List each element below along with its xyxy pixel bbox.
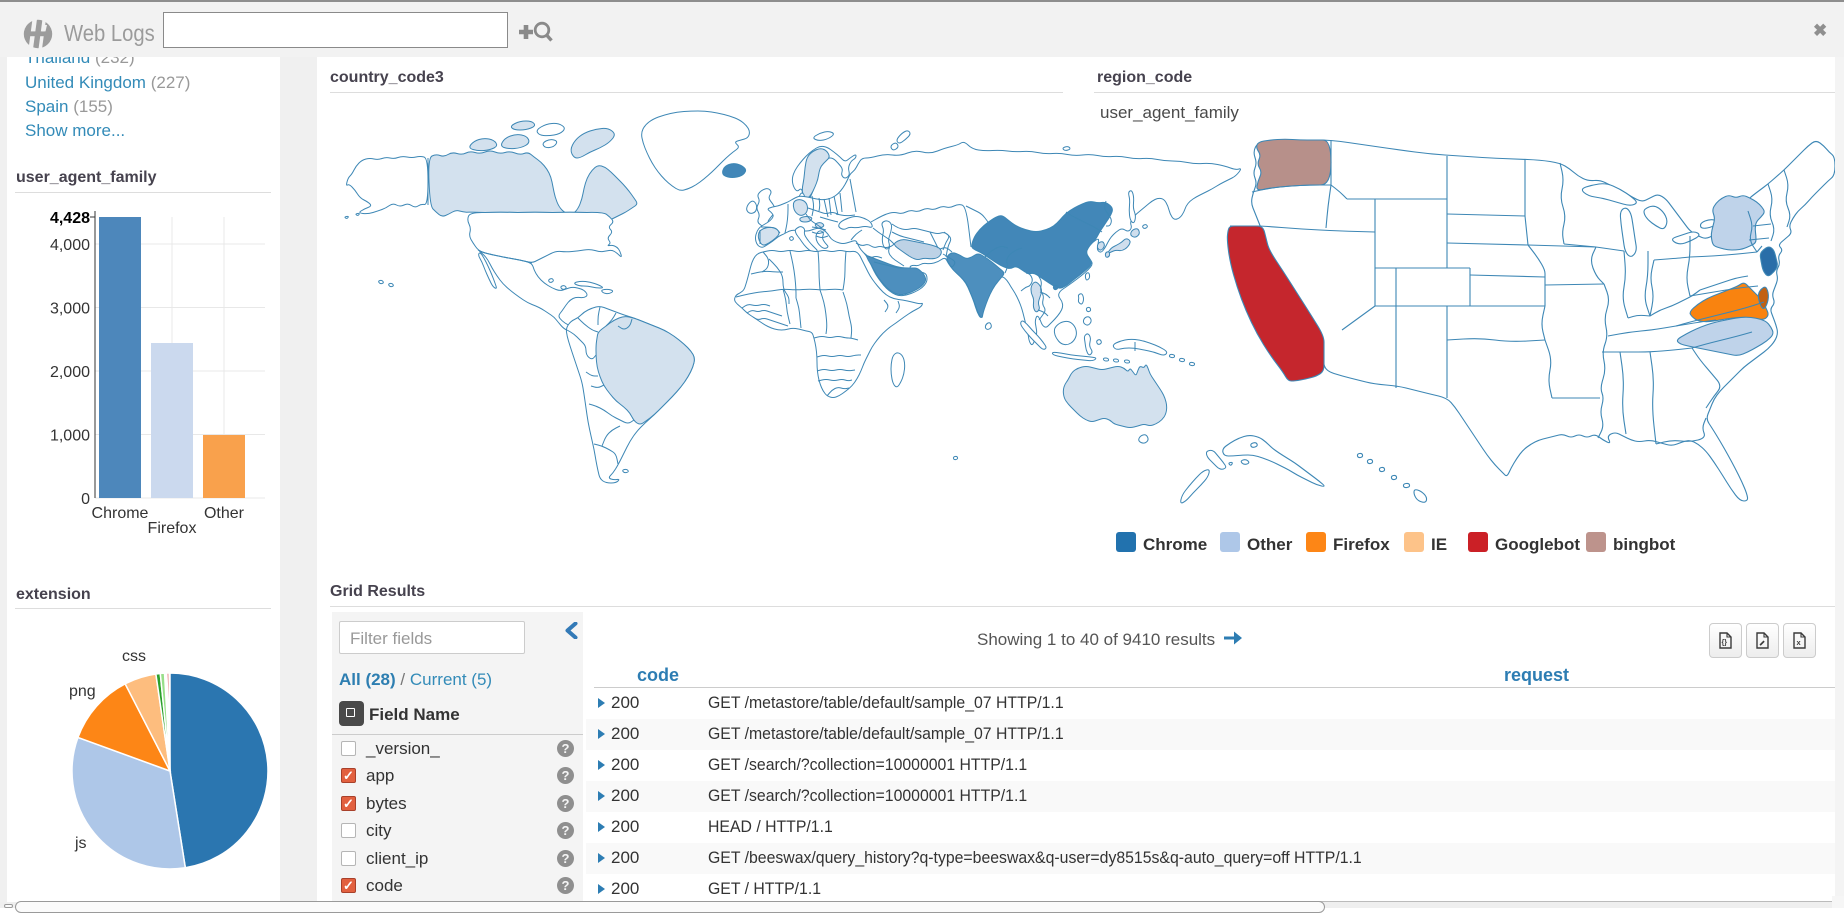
svg-text:3,000: 3,000 <box>50 301 90 318</box>
svg-text:css: css <box>122 648 146 665</box>
svg-text:4,000: 4,000 <box>50 237 90 254</box>
svg-text:png: png <box>69 683 96 700</box>
svg-text:js: js <box>74 835 87 852</box>
svg-text:Chrome: Chrome <box>92 505 149 522</box>
svg-text:4,428: 4,428 <box>50 210 90 227</box>
svg-text:Firefox: Firefox <box>148 520 197 537</box>
svg-text:Other: Other <box>204 505 245 522</box>
svg-text:2,000: 2,000 <box>50 364 90 381</box>
svg-text:{}: {} <box>1722 640 1728 647</box>
svg-text:0: 0 <box>81 491 90 508</box>
svg-text:x: x <box>1797 638 1802 647</box>
svg-text:1,000: 1,000 <box>50 428 90 445</box>
